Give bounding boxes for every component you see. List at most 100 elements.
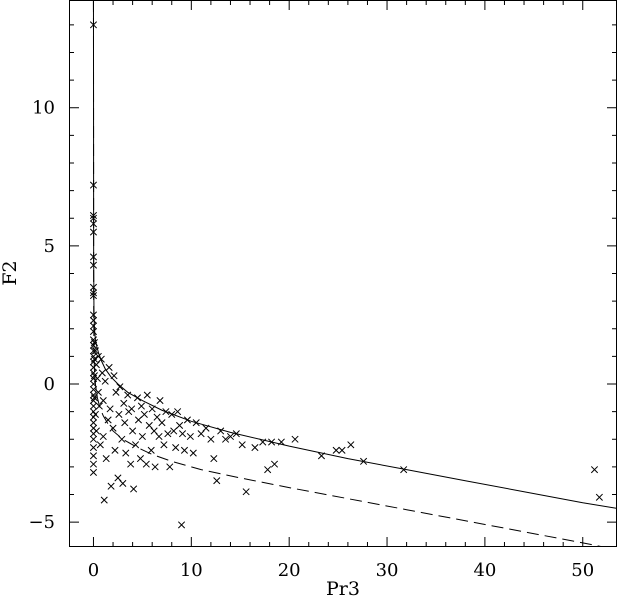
data-point bbox=[133, 394, 142, 402]
data-point bbox=[264, 466, 272, 474]
data-point bbox=[89, 211, 98, 220]
data-point bbox=[178, 430, 187, 438]
data-point bbox=[359, 457, 368, 465]
data-point bbox=[122, 449, 130, 457]
data-point bbox=[116, 383, 124, 391]
y-tick-label: 0 bbox=[44, 374, 55, 395]
x-tick-label: 0 bbox=[88, 560, 99, 581]
data-point bbox=[180, 446, 189, 454]
data-point bbox=[89, 385, 98, 394]
data-point bbox=[131, 441, 140, 449]
curves bbox=[92, 0, 617, 547]
data-point bbox=[89, 468, 98, 476]
data-point bbox=[251, 443, 259, 452]
data-point bbox=[89, 316, 98, 325]
data-point bbox=[90, 339, 98, 347]
data-point bbox=[232, 430, 240, 438]
data-point bbox=[90, 394, 98, 402]
data-point bbox=[148, 405, 156, 413]
data-point bbox=[89, 228, 98, 236]
data-point bbox=[155, 432, 163, 441]
data-point bbox=[142, 460, 150, 468]
x-axis-label: Pr3 bbox=[326, 578, 360, 600]
data-point bbox=[217, 427, 225, 435]
data-point bbox=[92, 427, 100, 435]
data-point bbox=[89, 443, 98, 452]
data-point bbox=[137, 402, 145, 410]
data-point bbox=[89, 283, 98, 291]
data-point bbox=[89, 214, 98, 222]
tick-labels: 0 10 20 30 40 50 −5 0 5 10 bbox=[28, 98, 594, 581]
data-point bbox=[102, 455, 110, 463]
data-point bbox=[89, 181, 98, 189]
data-point bbox=[118, 435, 126, 443]
data-point bbox=[143, 391, 151, 399]
data-point bbox=[400, 466, 408, 474]
data-point bbox=[89, 327, 98, 336]
data-point bbox=[162, 408, 170, 416]
data-point bbox=[97, 355, 105, 363]
data-point bbox=[207, 435, 215, 443]
data-point bbox=[192, 419, 200, 427]
data-point bbox=[291, 435, 299, 443]
data-point bbox=[238, 441, 246, 449]
data-point bbox=[91, 347, 99, 355]
data-point bbox=[96, 441, 104, 449]
data-point bbox=[202, 424, 210, 432]
data-point bbox=[164, 430, 172, 438]
axis-ticks bbox=[69, 0, 617, 547]
data-point bbox=[136, 455, 144, 463]
data-point bbox=[590, 466, 599, 474]
data-point bbox=[189, 449, 197, 457]
data-point bbox=[89, 311, 98, 319]
x-tick-label: 20 bbox=[278, 560, 301, 581]
data-point bbox=[98, 369, 106, 377]
data-point bbox=[156, 397, 164, 405]
data-point bbox=[111, 446, 119, 454]
data-point bbox=[101, 377, 109, 385]
y-tick-label: −5 bbox=[28, 512, 55, 533]
data-point bbox=[183, 416, 191, 424]
data-point bbox=[176, 421, 184, 429]
data-point bbox=[140, 410, 148, 418]
data-point bbox=[595, 493, 603, 501]
data-point bbox=[89, 419, 98, 427]
data-point bbox=[115, 410, 123, 418]
data-point bbox=[222, 435, 230, 443]
data-point bbox=[89, 380, 98, 388]
data-point bbox=[134, 416, 143, 424]
data-point bbox=[89, 220, 98, 228]
data-point bbox=[89, 452, 98, 460]
data-point bbox=[213, 477, 221, 485]
y-tick-label: 10 bbox=[32, 98, 55, 119]
x-tick-label: 10 bbox=[180, 560, 203, 581]
data-point bbox=[99, 432, 107, 441]
data-point bbox=[89, 292, 98, 300]
data-point bbox=[91, 410, 99, 418]
x-tick-label: 50 bbox=[571, 560, 594, 581]
data-point bbox=[170, 427, 178, 435]
data-point bbox=[317, 452, 326, 460]
data-point bbox=[158, 419, 166, 427]
x-tick-label: 40 bbox=[473, 560, 496, 581]
data-point bbox=[128, 405, 136, 413]
data-point bbox=[89, 322, 98, 330]
data-point bbox=[99, 397, 107, 405]
plot-frame bbox=[69, 0, 617, 547]
data-point bbox=[119, 479, 127, 488]
data-point bbox=[127, 460, 135, 468]
data-point bbox=[105, 363, 113, 371]
data-point bbox=[89, 289, 98, 297]
data-point bbox=[106, 405, 114, 413]
data-point bbox=[120, 399, 128, 407]
data-point bbox=[89, 261, 98, 269]
data-point bbox=[186, 432, 194, 441]
data-point bbox=[172, 443, 180, 452]
data-point bbox=[107, 482, 115, 490]
y-tick-label: 5 bbox=[44, 236, 55, 257]
data-point bbox=[270, 460, 279, 468]
data-point bbox=[112, 388, 120, 396]
data-point bbox=[259, 438, 267, 446]
data-point bbox=[124, 391, 132, 399]
data-point bbox=[226, 432, 235, 441]
